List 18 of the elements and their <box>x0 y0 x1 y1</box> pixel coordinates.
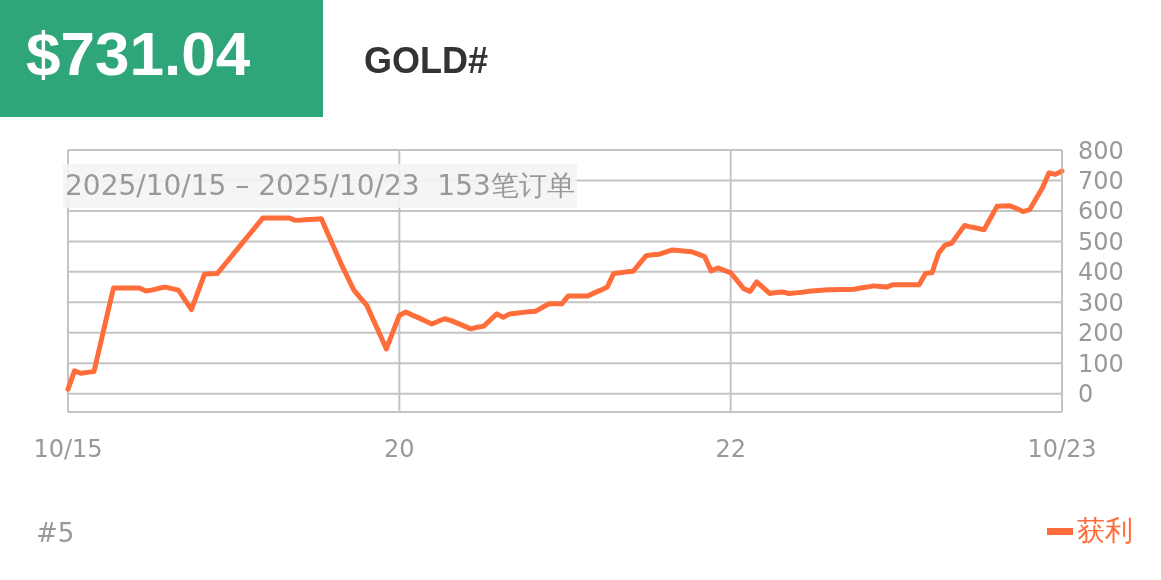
y-tick-label: 700 <box>1078 166 1124 195</box>
y-tick-label: 300 <box>1078 288 1124 317</box>
annotation: 2025/10/15 – 2025/10/23 153笔订单 <box>63 164 577 208</box>
x-tick-label: 22 <box>715 435 746 464</box>
y-tick-label: 100 <box>1078 349 1124 378</box>
y-tick-label: 600 <box>1078 197 1124 226</box>
text: #5 <box>36 518 75 548</box>
y-tick-label: 800 <box>1078 136 1124 165</box>
y-tick-label: 400 <box>1078 258 1124 287</box>
x-tick-label: 10/15 <box>33 435 103 464</box>
chart-title: $731.04 <box>26 18 251 89</box>
y-tick-label: 200 <box>1078 319 1124 348</box>
chart-subtitle: GOLD# <box>364 40 489 82</box>
y-tick-label: 500 <box>1078 227 1124 256</box>
x-tick-label: 20 <box>384 435 415 464</box>
x-tick-label: 10/23 <box>1027 435 1097 464</box>
y-tick-label: 0 <box>1078 380 1094 409</box>
legend-label: 获利 <box>1077 513 1133 549</box>
